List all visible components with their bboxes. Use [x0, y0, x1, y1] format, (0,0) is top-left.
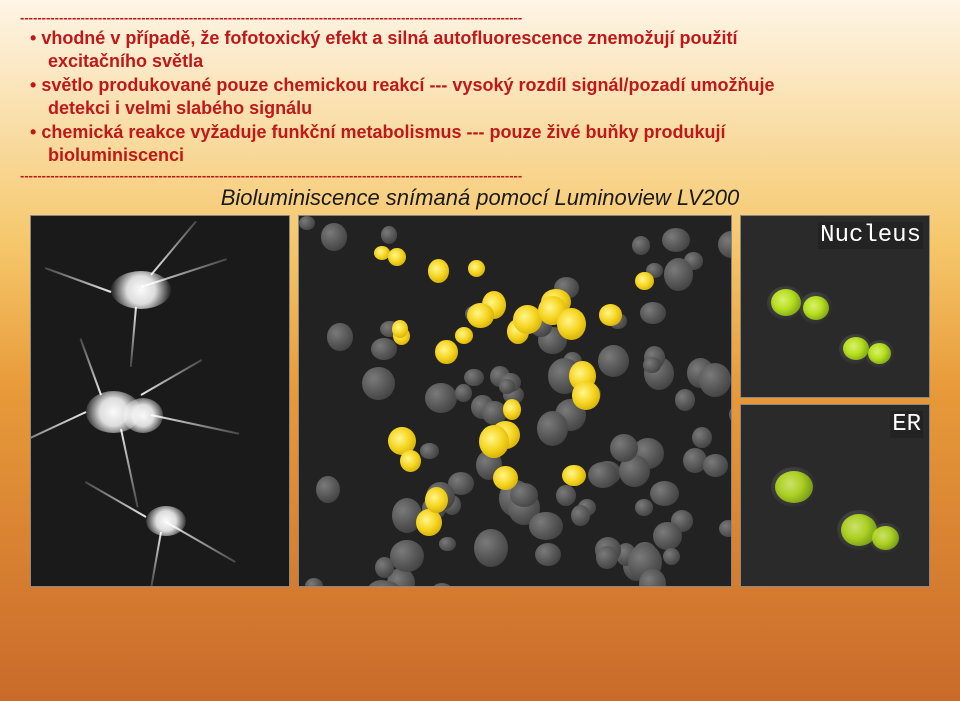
panel-neurons: [30, 215, 290, 587]
bullet-3-text: chemická reakce vyžaduje funkční metabol…: [41, 122, 725, 142]
panel-er: ER: [740, 404, 930, 587]
bullet-1-text: vhodné v případě, že fofotoxický efekt a…: [41, 28, 737, 48]
panel-cells: [298, 215, 732, 587]
image-row: Nucleus ER: [20, 215, 940, 587]
panel-right-column: Nucleus ER: [740, 215, 930, 587]
bullet-1: vhodné v případě, že fofotoxický efekt a…: [30, 27, 940, 72]
bullet-2-text: světlo produkované pouze chemickou reakc…: [41, 75, 774, 95]
bottom-dashes: ----------------------------------------…: [20, 168, 940, 183]
bullet-3: chemická reakce vyžaduje funkční metabol…: [30, 121, 940, 166]
bullet-list: vhodné v případě, že fofotoxický efekt a…: [20, 27, 940, 166]
bullet-2-cont: detekci i velmi slabého signálu: [30, 98, 312, 118]
er-label: ER: [890, 411, 923, 438]
caption: Bioluminiscence snímaná pomocí Luminovie…: [20, 185, 940, 211]
bullet-3-cont: bioluminiscenci: [30, 145, 184, 165]
top-dashes: ----------------------------------------…: [20, 10, 940, 25]
bullet-2: světlo produkované pouze chemickou reakc…: [30, 74, 940, 119]
bullet-1-cont: excitačního světla: [30, 51, 203, 71]
panel-nucleus: Nucleus: [740, 215, 930, 398]
nucleus-label: Nucleus: [818, 222, 923, 249]
